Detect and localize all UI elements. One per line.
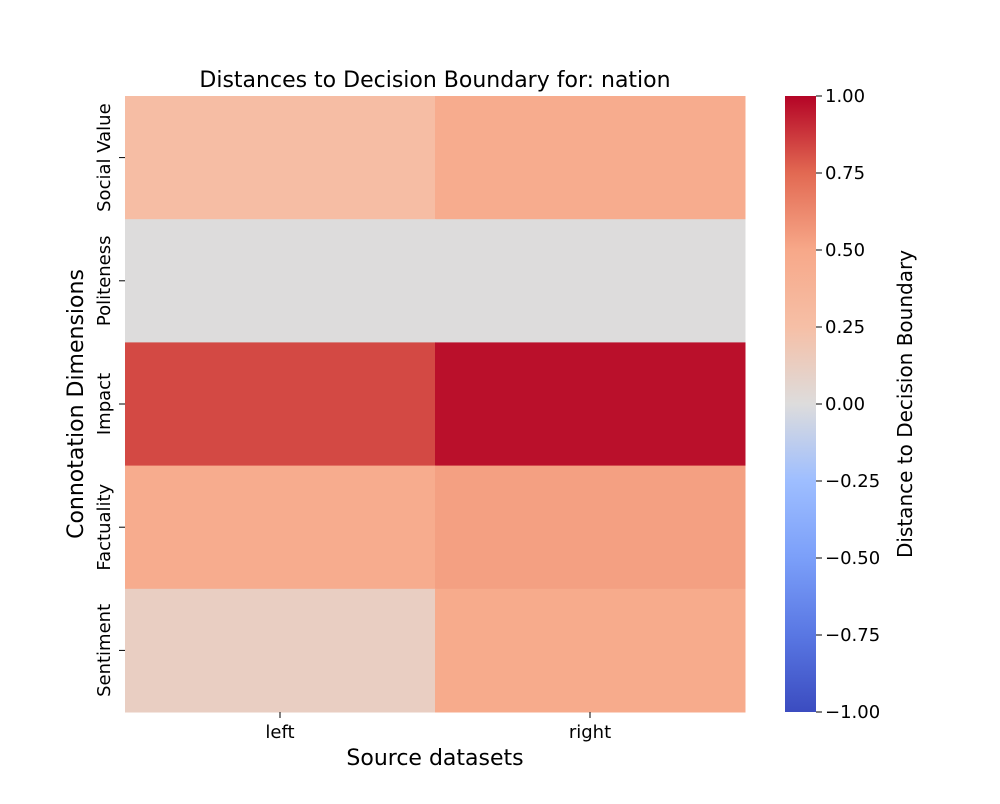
- heatmap-cell-0-1: [435, 96, 746, 220]
- y-tick-label: Social Value: [94, 103, 115, 212]
- x-tick-label: left: [265, 722, 294, 743]
- colorbar-tick-label: −0.25: [825, 471, 880, 492]
- heatmap-cell-1-1: [435, 219, 746, 343]
- colorbar-tick-label: 0.00: [825, 394, 865, 415]
- heatmap-cell-4-0: [125, 588, 436, 713]
- heatmap-cell-0-0: [125, 96, 436, 220]
- colorbar-tick-label: 0.50: [825, 240, 865, 261]
- y-tick-label: Politeness: [94, 235, 115, 326]
- y-tick-label: Impact: [94, 373, 115, 435]
- heatmap-cell-1-0: [125, 219, 436, 343]
- colorbar-tick-label: −1.00: [825, 702, 880, 723]
- colorbar-tick-label: 0.75: [825, 163, 865, 184]
- heatmap-cell-2-0: [125, 342, 436, 467]
- y-axis-ticks: Social Value Politeness Impact Factuality Se…: [94, 103, 125, 697]
- heatmap-cell-3-0: [125, 465, 436, 590]
- y-tick-label: Sentiment: [94, 604, 115, 697]
- colorbar-tick-label: −0.75: [825, 625, 880, 646]
- y-axis-label: Connotation Dimensions: [64, 269, 89, 539]
- colorbar-tick-label: 1.00: [825, 86, 865, 107]
- x-axis-ticks: left right: [265, 712, 611, 743]
- heatmap-cell-3-1: [435, 465, 746, 590]
- colorbar-tick-label: −0.50: [825, 548, 880, 569]
- chart-title: Distances to Decision Boundary for: nati…: [199, 68, 670, 93]
- x-axis-label: Source datasets: [346, 746, 523, 771]
- colorbar-label: Distance to Decision Boundary: [893, 250, 917, 558]
- heatmap-cell-2-1: [435, 342, 746, 467]
- colorbar-ticks: 1.00 0.75 0.50 0.25 0.00 −0.25 −0.50 −0.75 −1.00: [816, 86, 880, 723]
- x-tick-label: right: [569, 722, 611, 743]
- heatmap-cell-4-1: [435, 588, 746, 713]
- colorbar: [785, 96, 816, 712]
- y-tick-label: Factuality: [94, 483, 115, 570]
- colorbar-tick-label: 0.25: [825, 317, 865, 338]
- heatmap-cells: [125, 96, 746, 713]
